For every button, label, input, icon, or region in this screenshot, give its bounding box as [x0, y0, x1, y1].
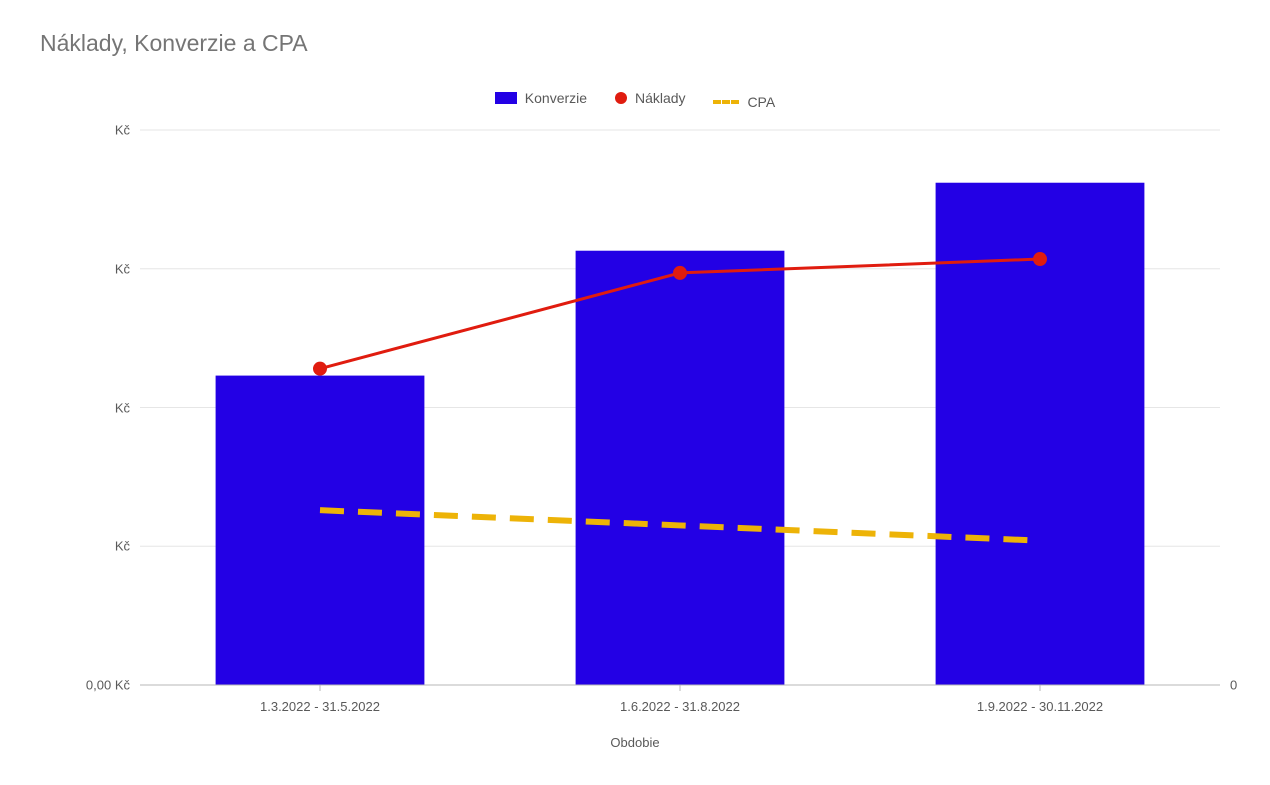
legend-item-konverzie: Konverzie: [495, 90, 587, 106]
legend-swatch-konverzie: [495, 92, 517, 104]
legend-swatch-cpa: [713, 100, 739, 104]
legend-swatch-naklady: [615, 92, 627, 104]
bar-0: [216, 376, 425, 685]
yaxis-left-label-0: 0,00 Kč: [86, 678, 130, 693]
xaxis-label-2: 1.9.2022 - 30.11.2022: [977, 699, 1103, 714]
legend-item-naklady: Náklady: [615, 90, 686, 106]
plot-area: [140, 130, 1220, 685]
plot-svg: [140, 130, 1220, 685]
xaxis-label-1: 1.6.2022 - 31.8.2022: [620, 699, 740, 714]
marker-naklady-0: [313, 362, 327, 376]
yaxis-left-label-1: Kč: [115, 539, 130, 554]
xaxis-label-0: 1.3.2022 - 31.5.2022: [260, 699, 380, 714]
legend-item-cpa: CPA: [713, 94, 775, 110]
marker-naklady-2: [1033, 252, 1047, 266]
legend-label-konverzie: Konverzie: [525, 90, 587, 106]
bar-1: [576, 251, 785, 685]
marker-naklady-1: [673, 266, 687, 280]
legend-label-naklady: Náklady: [635, 90, 686, 106]
chart-title: Náklady, Konverzie a CPA: [40, 30, 308, 57]
yaxis-left-label-4: Kč: [115, 123, 130, 138]
yaxis-right-label-0: 0: [1230, 678, 1237, 693]
legend-label-cpa: CPA: [747, 94, 775, 110]
legend: Konverzie Náklady CPA: [0, 90, 1270, 110]
yaxis-left-label-2: Kč: [115, 400, 130, 415]
yaxis-left-label-3: Kč: [115, 261, 130, 276]
xaxis-title: Obdobie: [0, 735, 1270, 750]
